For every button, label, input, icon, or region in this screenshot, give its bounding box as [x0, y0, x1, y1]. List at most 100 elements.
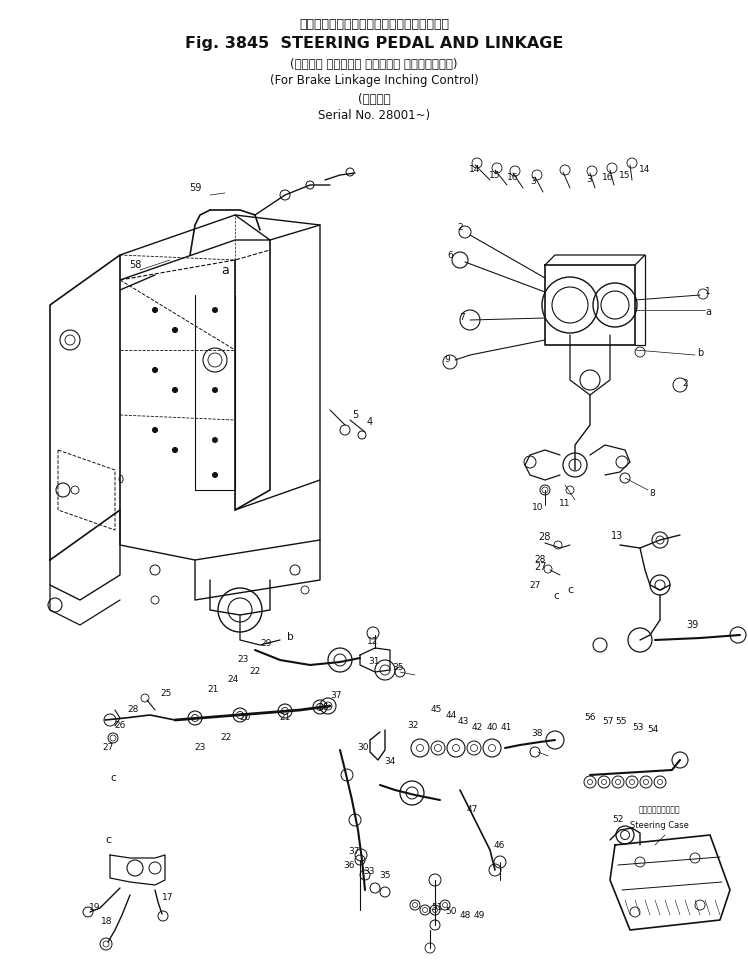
Text: 56: 56	[584, 714, 595, 723]
Text: 24: 24	[227, 676, 239, 685]
Text: Serial No. 28001~): Serial No. 28001~)	[318, 109, 430, 122]
Circle shape	[212, 307, 218, 313]
Text: 1: 1	[705, 287, 711, 296]
Text: 21: 21	[207, 686, 218, 694]
Text: 5: 5	[352, 410, 358, 420]
Text: 8: 8	[649, 489, 655, 498]
Circle shape	[153, 308, 158, 313]
Text: 27: 27	[530, 581, 541, 589]
Text: 39: 39	[686, 620, 698, 630]
Text: c: c	[553, 591, 559, 601]
Text: 2: 2	[682, 379, 688, 388]
Text: 57: 57	[602, 718, 614, 727]
Text: 48: 48	[459, 911, 470, 919]
Text: 38: 38	[531, 730, 543, 738]
Text: 0: 0	[117, 475, 123, 485]
Text: 43: 43	[457, 718, 469, 727]
Text: 30: 30	[358, 743, 369, 753]
Circle shape	[212, 472, 218, 478]
Text: 44: 44	[445, 711, 456, 721]
Text: 58: 58	[129, 260, 141, 270]
Text: 33: 33	[364, 868, 375, 877]
Circle shape	[153, 428, 158, 432]
Text: 3: 3	[530, 176, 536, 185]
Text: 28: 28	[534, 555, 546, 565]
Text: 52: 52	[613, 815, 624, 825]
Text: 35: 35	[379, 872, 390, 880]
Text: ステアリング　ペダル　および　リンケージ: ステアリング ペダル および リンケージ	[299, 18, 449, 31]
Text: 22: 22	[249, 667, 260, 677]
Text: a: a	[221, 264, 229, 277]
Text: 25: 25	[160, 689, 172, 697]
Text: 26: 26	[114, 722, 126, 730]
Text: 23: 23	[194, 743, 206, 753]
Text: 4: 4	[367, 417, 373, 427]
Text: (適用号機: (適用号機	[358, 93, 390, 106]
Text: 53: 53	[632, 724, 644, 732]
Text: b: b	[697, 348, 703, 358]
Circle shape	[212, 437, 218, 443]
Text: ステアリングケース: ステアリングケース	[638, 805, 680, 814]
Text: 7: 7	[459, 314, 465, 322]
Text: 23: 23	[237, 656, 248, 664]
Text: 50: 50	[445, 908, 457, 917]
Text: 16: 16	[602, 173, 614, 182]
Text: 16: 16	[507, 173, 519, 182]
Text: 31: 31	[368, 657, 380, 666]
Text: Fig. 3845  STEERING PEDAL AND LINKAGE: Fig. 3845 STEERING PEDAL AND LINKAGE	[185, 36, 563, 51]
Text: 12: 12	[367, 636, 378, 646]
Text: a: a	[705, 307, 711, 317]
Text: 15: 15	[489, 170, 500, 179]
Text: 3: 3	[586, 175, 592, 184]
Text: 14: 14	[469, 166, 481, 174]
Text: (ブレーキ リンケージ インチング コントロール用): (ブレーキ リンケージ インチング コントロール用)	[290, 58, 458, 71]
Text: 19: 19	[89, 903, 101, 912]
Text: 59: 59	[188, 183, 201, 193]
Text: 37: 37	[349, 847, 360, 856]
Text: 21: 21	[279, 714, 291, 723]
Text: 36: 36	[317, 702, 329, 711]
Text: 27: 27	[102, 743, 114, 753]
Text: c: c	[110, 773, 116, 783]
Circle shape	[212, 387, 218, 393]
Text: Steering Case: Steering Case	[630, 820, 688, 830]
Text: 11: 11	[560, 500, 571, 508]
Text: 32: 32	[408, 722, 419, 730]
Circle shape	[173, 327, 177, 332]
Text: c: c	[105, 835, 111, 845]
Text: (For Brake Linkage Inching Control): (For Brake Linkage Inching Control)	[269, 74, 479, 87]
Text: 36: 36	[343, 860, 355, 870]
Text: 34: 34	[384, 758, 396, 767]
Text: 55: 55	[616, 718, 627, 727]
Text: 42: 42	[471, 723, 482, 731]
Text: 15: 15	[619, 170, 631, 179]
Text: 51: 51	[432, 903, 443, 912]
Text: 45: 45	[430, 705, 441, 715]
Text: 18: 18	[101, 918, 113, 926]
Text: 17: 17	[162, 893, 174, 903]
Text: 14: 14	[640, 166, 651, 174]
Text: 29: 29	[260, 640, 272, 649]
Text: 27: 27	[535, 562, 548, 572]
Circle shape	[173, 388, 177, 393]
Text: 35: 35	[392, 662, 404, 671]
Circle shape	[358, 431, 366, 439]
Text: b: b	[286, 632, 293, 642]
Text: 54: 54	[647, 726, 659, 734]
Text: 22: 22	[221, 732, 232, 741]
Text: 2: 2	[457, 223, 463, 233]
Text: 28: 28	[127, 705, 138, 715]
Text: 40: 40	[486, 723, 497, 731]
Text: 46: 46	[494, 841, 505, 849]
Text: 28: 28	[538, 532, 551, 542]
Text: 13: 13	[611, 531, 623, 541]
Circle shape	[153, 367, 158, 372]
Text: 10: 10	[533, 503, 544, 511]
Text: 47: 47	[466, 805, 478, 814]
Text: 6: 6	[447, 251, 453, 260]
Text: c: c	[567, 585, 573, 595]
Text: 49: 49	[473, 912, 485, 920]
Text: 9: 9	[444, 356, 450, 364]
Text: 37: 37	[331, 692, 342, 700]
Circle shape	[173, 447, 177, 453]
